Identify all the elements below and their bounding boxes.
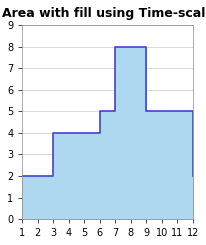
Title: Area with fill using Time-scale: Area with fill using Time-scale bbox=[2, 7, 206, 20]
